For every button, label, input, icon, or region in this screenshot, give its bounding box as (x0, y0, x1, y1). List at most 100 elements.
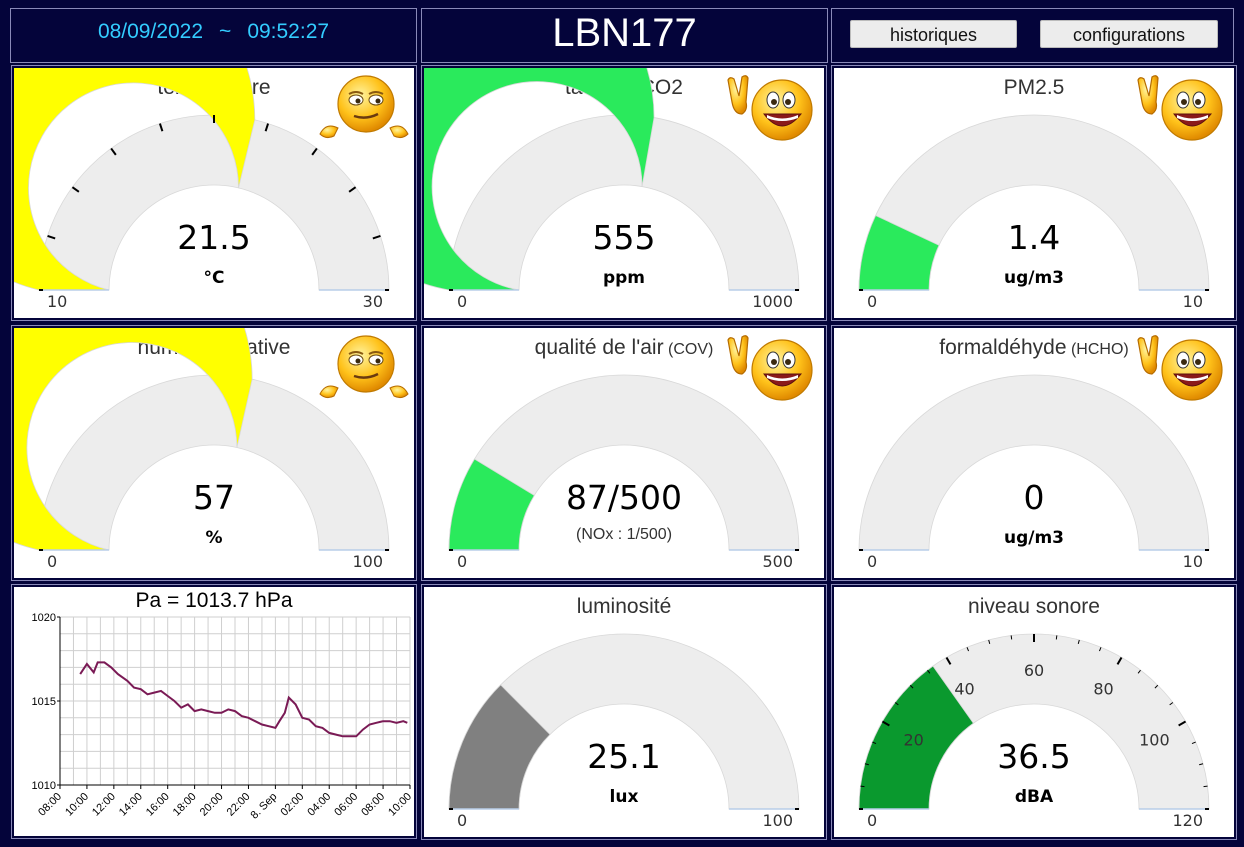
historiques-button[interactable]: historiques (850, 20, 1017, 48)
humidity-gauge-dial (14, 328, 390, 551)
chart-x-tick-label: 14:00 (117, 791, 145, 819)
gauge-fill (858, 214, 940, 291)
gauge-fill (424, 68, 655, 291)
sound-value: 36.5 (997, 737, 1071, 776)
chart-y-tick-label: 1015 (32, 696, 56, 708)
happy-smiley-icon (1136, 72, 1232, 149)
chart-x-tick-label: 06:00 (332, 791, 360, 819)
lux-value: 25.1 (587, 737, 661, 776)
gauge-tick (1116, 656, 1123, 665)
gauge-tick (864, 763, 869, 766)
humidity-min-label: 0 (47, 552, 58, 571)
lux-min-label: 0 (457, 811, 468, 830)
pm25-min-label: 0 (867, 292, 878, 311)
hcho-title: formaldéhyde (HCHO) (834, 336, 1234, 360)
gauge-tick (1191, 741, 1196, 745)
gauge-tick (1154, 684, 1159, 689)
happy-smiley-icon (726, 332, 822, 409)
sound-title: niveau sonore (834, 595, 1234, 619)
chart-y-tick-label: 1010 (32, 780, 56, 792)
chart-x-tick-label: 10:00 (386, 791, 414, 819)
temperature-min-label: 10 (47, 292, 68, 311)
cov-title: qualité de l'air (COV) (424, 336, 824, 360)
hcho-unit: ug/m3 (1003, 528, 1065, 548)
sound-gauge-panel: niveau sonore 20 40 60 80 100 36.5 dBA 0 120 (831, 584, 1237, 840)
date-time-separator: ~ (219, 20, 232, 43)
pressure-chart: 10101015102008:0010:0012:0014:0016:0018:… (32, 612, 414, 822)
temperature-max-label: 30 (362, 292, 383, 311)
gauge-fill (858, 665, 974, 810)
gauge-tick (71, 186, 80, 193)
gauge-track (448, 633, 800, 810)
cov-max-label: 500 (762, 552, 793, 571)
pm25-unit: ug/m3 (1003, 268, 1065, 288)
gauge-tick (1098, 647, 1102, 652)
gauge-track (448, 374, 800, 551)
pm25-value: 1.4 (1007, 218, 1061, 257)
gauge-tick (1010, 635, 1013, 640)
gauge-fill (14, 68, 256, 291)
gauge-track (858, 374, 1210, 551)
chart-x-tick-label: 04:00 (305, 791, 333, 819)
chart-x-tick-label: 08:00 (359, 791, 387, 819)
chart-x-tick-label: 02:00 (278, 791, 306, 819)
lux-unit: lux (609, 787, 639, 807)
gauge-tick (348, 186, 357, 193)
gauge-tick (894, 702, 899, 706)
gauge-title-text: qualité de l'air (534, 336, 664, 359)
lux-gauge-dial (448, 633, 800, 810)
gauge-tick (158, 123, 164, 132)
gauge-track (38, 374, 390, 551)
gauge-tick (311, 147, 318, 156)
gauge-tick (881, 720, 890, 727)
chart-y-tick-label: 1020 (32, 612, 56, 624)
pm25-gauge-panel: PM2.5 1.4 ug/m3 0 10 (831, 65, 1237, 321)
gauge-track (38, 114, 390, 291)
gauge-title-text: luminosité (576, 595, 672, 618)
humidity-value: 57 (193, 478, 235, 517)
humidity-unit: % (205, 528, 223, 548)
gauge-tick (945, 656, 952, 665)
gauge-tick (1137, 669, 1141, 674)
time-text: 09:52:27 (247, 20, 330, 43)
hcho-gauge-panel: formaldéhyde (HCHO) 0 ug/m3 0 10 (831, 325, 1237, 581)
chart-x-tick-label: 20:00 (198, 791, 226, 819)
co2-unit: ppm (602, 268, 646, 288)
hcho-min-label: 0 (867, 552, 878, 571)
co2-gauge-dial (424, 68, 800, 291)
cov-min-label: 0 (457, 552, 468, 571)
gauge-tick (264, 123, 270, 132)
cov-value: 87/500 (565, 478, 683, 517)
gauge-tick (966, 647, 970, 652)
pm25-title: PM2.5 (834, 76, 1234, 100)
station-name: LBN177 (552, 11, 697, 55)
pressure-series-line (79, 661, 408, 738)
chart-title: Pa = 1013.7 hPa (135, 589, 293, 612)
gauge-tick (909, 684, 914, 689)
gauge-fill (448, 684, 551, 810)
temperature-gauge-dial (14, 68, 390, 291)
sound-max-label: 120 (1172, 811, 1203, 830)
pressure-chart-panel: Pa = 1013.7 hPa 1010 1015 1020 08:00 10:00 12… (11, 584, 417, 839)
gauge-fill (14, 328, 253, 551)
configurations-button[interactable]: configurations (1040, 20, 1218, 48)
gauge-tick-label: 40 (954, 680, 974, 699)
chart-x-tick-label: 18:00 (171, 791, 199, 819)
gauge-tick (1199, 763, 1204, 766)
chart-x-tick-label: 16:00 (144, 791, 172, 819)
temperature-value: 21.5 (177, 218, 251, 257)
gauge-title-text: niveau sonore (968, 595, 1100, 618)
chart-x-tick-label: 10:00 (63, 791, 91, 819)
gauge-tick (372, 234, 381, 240)
happy-smiley-icon (726, 72, 822, 149)
chart-x-tick-label: 12:00 (90, 791, 118, 819)
lux-max-label: 100 (762, 811, 793, 830)
gauge-title-text: PM2.5 (1003, 76, 1065, 99)
station-header: LBN177 (421, 8, 828, 63)
unsure-smiley-icon (316, 72, 412, 149)
datetime-header: 08/09/2022 ~09:52:27 (10, 8, 417, 63)
gauge-tick (872, 741, 877, 745)
gauge-title-suffix: (COV) (663, 341, 714, 358)
